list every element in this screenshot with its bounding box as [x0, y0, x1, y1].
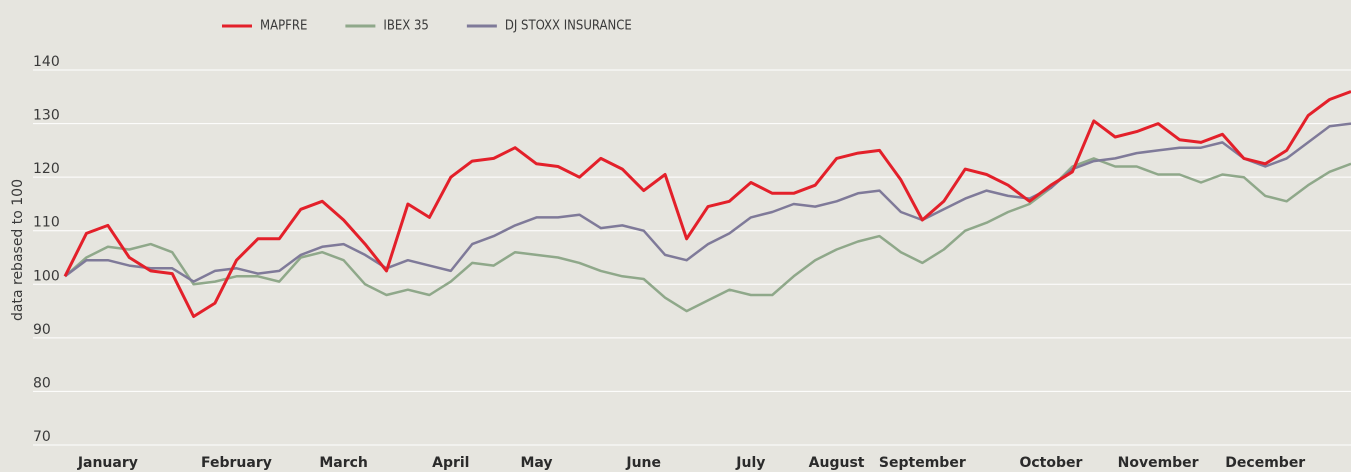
- series-line: [64, 157, 1351, 313]
- x-tick-label: October: [1019, 455, 1082, 471]
- y-tick-label: 110: [33, 215, 60, 231]
- y-tick-label: 100: [33, 268, 60, 284]
- x-tick-label: December: [1225, 455, 1305, 471]
- x-tick-label: June: [625, 455, 661, 471]
- y-tick-label: 80: [33, 375, 51, 391]
- y-tick-label: 130: [33, 108, 60, 124]
- x-tick-label: September: [879, 455, 966, 471]
- legend-label: MAPFRE: [260, 19, 307, 34]
- x-tick-label: November: [1118, 455, 1199, 471]
- series-line: [64, 122, 1351, 283]
- y-axis-label: data rebased to 100: [10, 179, 26, 321]
- x-tick-label: January: [77, 455, 138, 471]
- y-tick-label: 120: [33, 161, 60, 177]
- x-tick-label: February: [201, 455, 272, 471]
- legend-label: IBEX 35: [383, 19, 428, 34]
- y-tick-label: 90: [33, 322, 51, 338]
- series-line: [63, 90, 1351, 318]
- x-tick-label: July: [735, 455, 765, 471]
- legend-label: DJ STOXX INSURANCE: [505, 19, 632, 34]
- x-tick-label: August: [809, 455, 865, 471]
- x-tick-label: March: [319, 455, 368, 471]
- y-tick-label: 140: [33, 54, 60, 70]
- y-tick-label: 70: [33, 429, 51, 445]
- x-tick-label: May: [520, 455, 552, 471]
- x-tick-label: April: [432, 455, 469, 471]
